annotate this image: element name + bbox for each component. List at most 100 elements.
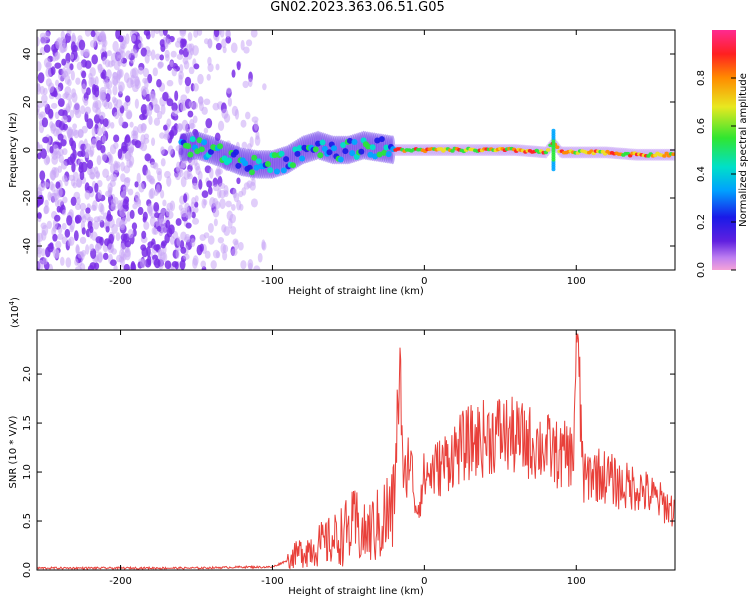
spectrum-noise-cell bbox=[157, 170, 162, 182]
spectrum-noise-cell bbox=[222, 244, 229, 253]
y-tick-label: -20 bbox=[22, 190, 33, 206]
spectrum-noise-cell bbox=[136, 172, 141, 184]
spectrum-noise-cell bbox=[153, 244, 160, 251]
spectrum-noise-cell bbox=[95, 170, 100, 180]
spectrum-noise-cell bbox=[168, 224, 175, 235]
spectrum-noise-cell bbox=[157, 61, 163, 69]
spectrum-noise-cell bbox=[118, 84, 123, 95]
spectrum-noise-cell bbox=[250, 198, 258, 208]
spectrum-noise-cell bbox=[179, 259, 186, 270]
spectrum-track-cell bbox=[251, 154, 258, 161]
spectrum-noise-cell bbox=[215, 63, 220, 71]
spectrum-noise-cell bbox=[203, 127, 209, 134]
spectrum-noise-cell bbox=[140, 134, 146, 145]
spectrum-noise-cell bbox=[77, 251, 84, 259]
spectrum-noise-cell bbox=[96, 251, 103, 263]
spectrum-noise-cell bbox=[169, 200, 176, 212]
spectrum-noise-cell bbox=[192, 257, 198, 269]
spectrum-noise-cell bbox=[212, 102, 220, 111]
spectrum-noise-cell bbox=[261, 239, 266, 250]
spectrum-noise-cell bbox=[40, 229, 47, 241]
spectrum-noise-cell bbox=[240, 39, 245, 51]
snr-panel: -200 -100 0 100 0.0 0.5 1.0 1.5 2.0 Height of s… bbox=[8, 297, 676, 597]
spectrum-noise-cell bbox=[66, 30, 72, 37]
spectrum-noise-cell bbox=[253, 265, 261, 270]
spectrum-noise-cell bbox=[164, 170, 171, 179]
spectrum-noise-cell bbox=[68, 174, 76, 182]
y-tick-label: 1.5 bbox=[22, 415, 33, 431]
spectrum-noise-cell bbox=[190, 238, 196, 248]
spectrum-track-cell bbox=[376, 151, 383, 158]
spectrum-noise-cell bbox=[39, 170, 46, 181]
spectrum-noise-cell bbox=[134, 98, 139, 109]
spectrum-noise-cell bbox=[192, 217, 200, 225]
spectrum-noise-cell bbox=[37, 199, 42, 206]
y-tick-label: 2.0 bbox=[22, 366, 33, 382]
spectrum-track-cell bbox=[294, 150, 301, 157]
spectrum-track-cell bbox=[358, 148, 365, 155]
spectrum-noise-cell bbox=[89, 243, 94, 251]
spectrum-noise-cell bbox=[90, 138, 97, 149]
spectrum-noise-cell bbox=[137, 66, 144, 75]
spectrum-noise-cell bbox=[156, 225, 162, 232]
spectrum-noise-cell bbox=[56, 187, 63, 198]
snr-y-ticks: 0.0 0.5 1.0 1.5 2.0 bbox=[22, 366, 675, 578]
spectrum-noise-cell bbox=[234, 108, 240, 120]
spectrum-noise-cell bbox=[162, 199, 167, 207]
spectrum-noise-cell bbox=[203, 199, 208, 206]
spectrum-noise-cell bbox=[130, 260, 136, 270]
spectrum-track-cell bbox=[299, 155, 306, 162]
spectrum-noise-cell bbox=[207, 222, 214, 233]
spectrum-noise-cell bbox=[86, 159, 94, 170]
spectrum-noise-cell bbox=[180, 246, 187, 254]
spectrum-track-cell bbox=[280, 167, 287, 174]
spectrum-noise-cell bbox=[120, 190, 127, 199]
spectrogram-x-label: Height of straight line (km) bbox=[288, 286, 424, 297]
spectrum-noise-cell bbox=[154, 30, 161, 35]
spectrum-noise-cell bbox=[186, 169, 192, 178]
spectrum-noise-cell bbox=[262, 83, 267, 91]
spectrum-noise-cell bbox=[150, 30, 156, 39]
spectrum-noise-cell bbox=[241, 141, 248, 150]
spectrum-noise-cell bbox=[120, 250, 125, 261]
spectrum-track-cell bbox=[315, 140, 322, 147]
spectrum-noise-cell bbox=[134, 75, 140, 87]
spectrum-noise-cell bbox=[96, 139, 102, 151]
spectrum-noise-cell bbox=[74, 258, 79, 266]
spectrum-track-cell bbox=[292, 146, 299, 153]
spectrum-noise-cell bbox=[45, 67, 53, 78]
spectrum-noise-cell bbox=[100, 204, 105, 215]
y-tick-label: 1.0 bbox=[22, 464, 33, 480]
spectrum-noise-cell bbox=[169, 60, 174, 68]
y-tick-label: 0.0 bbox=[22, 562, 33, 578]
spectrum-noise-cell bbox=[174, 90, 179, 102]
spectrum-noise-cell bbox=[67, 78, 72, 87]
spectrum-noise-cell bbox=[248, 78, 253, 88]
spectrum-noise-cell bbox=[166, 176, 172, 187]
spectrum-noise-cell bbox=[178, 74, 183, 86]
spectrum-noise-cell bbox=[112, 174, 118, 182]
spectrum-noise-cell bbox=[187, 110, 194, 118]
spectrum-noise-cell bbox=[80, 161, 88, 173]
spectrum-noise-cell bbox=[214, 132, 221, 142]
spectrum-noise-cell bbox=[140, 104, 148, 115]
spectrum-noise-cell bbox=[191, 101, 199, 110]
spectrum-noise-cell bbox=[99, 92, 106, 103]
spectrum-noise-cell bbox=[75, 203, 82, 211]
spectrum-noise-cell bbox=[175, 249, 180, 259]
spectrum-noise-cell bbox=[55, 150, 62, 159]
spectrum-noise-cell bbox=[47, 243, 54, 253]
colorbar: 0.0 0.2 0.4 0.6 0.8 Normalized spectral ampl… bbox=[696, 30, 749, 278]
spectrum-noise-cell bbox=[222, 46, 227, 54]
spectrum-noise-cell bbox=[111, 223, 118, 234]
spectrum-track-cell bbox=[317, 152, 324, 159]
spectrum-noise-cell bbox=[129, 209, 135, 219]
spectrum-noise-cell bbox=[79, 202, 87, 211]
spectrum-noise-cell bbox=[249, 158, 254, 166]
spectrum-noise-cell bbox=[42, 181, 50, 188]
spectrum-noise-cell bbox=[189, 122, 196, 129]
spectrum-noise-cell bbox=[69, 137, 74, 147]
spectrum-track-cell bbox=[367, 151, 374, 158]
spectrum-noise-cell bbox=[199, 243, 204, 252]
spectrogram-y-label: Frequency (Hz) bbox=[8, 112, 19, 188]
